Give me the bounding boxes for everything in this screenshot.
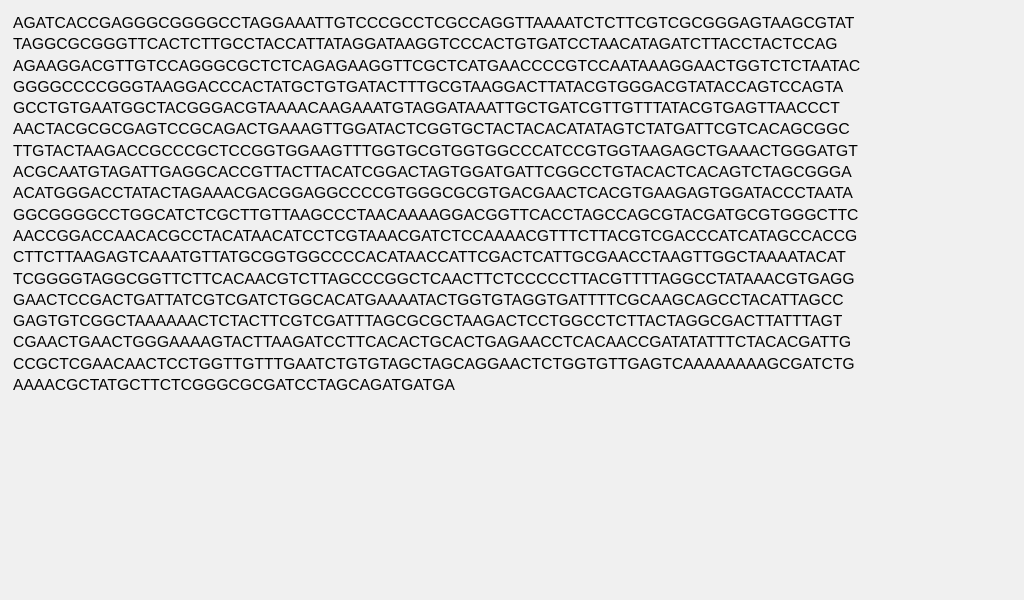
sequence-line: ACGCAATGTAGATTGAGGCACCGTTACTTACATCGGACTA…: [13, 164, 852, 182]
sequence-line: AAAACGCTATGCTTCTCGGGCGCGATCCTAGCAGATGATG…: [13, 377, 455, 395]
sequence-line: AACTACGCGCGAGTCCGCAGACTGAAAGTTGGATACTCGG…: [13, 121, 850, 139]
dna-sequence-text: AGATCACCGAGGGCGGGGCCTAGGAAATTGTCCCGCCTCG…: [13, 13, 1013, 396]
sequence-line: GGCGGGGCCTGGCATCTCGCTTGTTAAGCCCTAACAAAAG…: [13, 206, 859, 224]
sequence-line: GCCTGTGAATGGCTACGGGACGTAAAACAAGAAATGTAGG…: [13, 100, 840, 118]
sequence-line: TAGGCGCGGGTTCACTCTTGCCTACCATTATAGGATAAGG…: [13, 36, 838, 54]
sequence-line: CTTCTTAAGAGTCAAATGTTATGCGGTGGCCCCACATAAC…: [13, 249, 846, 267]
sequence-line: AACCGGACCAACACGCCTACATAACATCCTCGTAAACGAT…: [13, 227, 858, 245]
sequence-line: TCGGGGTAGGCGGTTCTTCACAACGTCTTAGCCCGGCTCA…: [13, 270, 855, 288]
sequence-line: GGGGCCCCGGGTAAGGACCCACTATGCTGTGATACTTTGC…: [13, 78, 844, 96]
sequence-line: TTGTACTAAGACCGCCCGCTCCGGTGGAAGTTTGGTGCGT…: [13, 142, 858, 160]
sequence-line: GAACTCCGACTGATTATCGTCGATCTGGCACATGAAAATA…: [13, 291, 844, 309]
sequence-line: GAGTGTCGGCTAAAAAACTCTACTTCGTCGATTTAGCGCG…: [13, 313, 843, 331]
sequence-line: ACATGGGACCTATACTAGAAACGACGGAGGCCCCGTGGGC…: [13, 185, 853, 203]
sequence-line: CGAACTGAACTGGGAAAAGTACTTAAGATCCTTCACACTG…: [13, 334, 852, 352]
sequence-line: AGAAGGACGTTGTCCAGGGCGCTCTCAGAGAAGGTTCGCT…: [13, 57, 861, 75]
sequence-line: AGATCACCGAGGGCGGGGCCTAGGAAATTGTCCCGCCTCG…: [13, 15, 855, 32]
sequence-line: CCGCTCGAACAACTCCTGGTTGTTTGAATCTGTGTAGCTA…: [13, 355, 855, 373]
